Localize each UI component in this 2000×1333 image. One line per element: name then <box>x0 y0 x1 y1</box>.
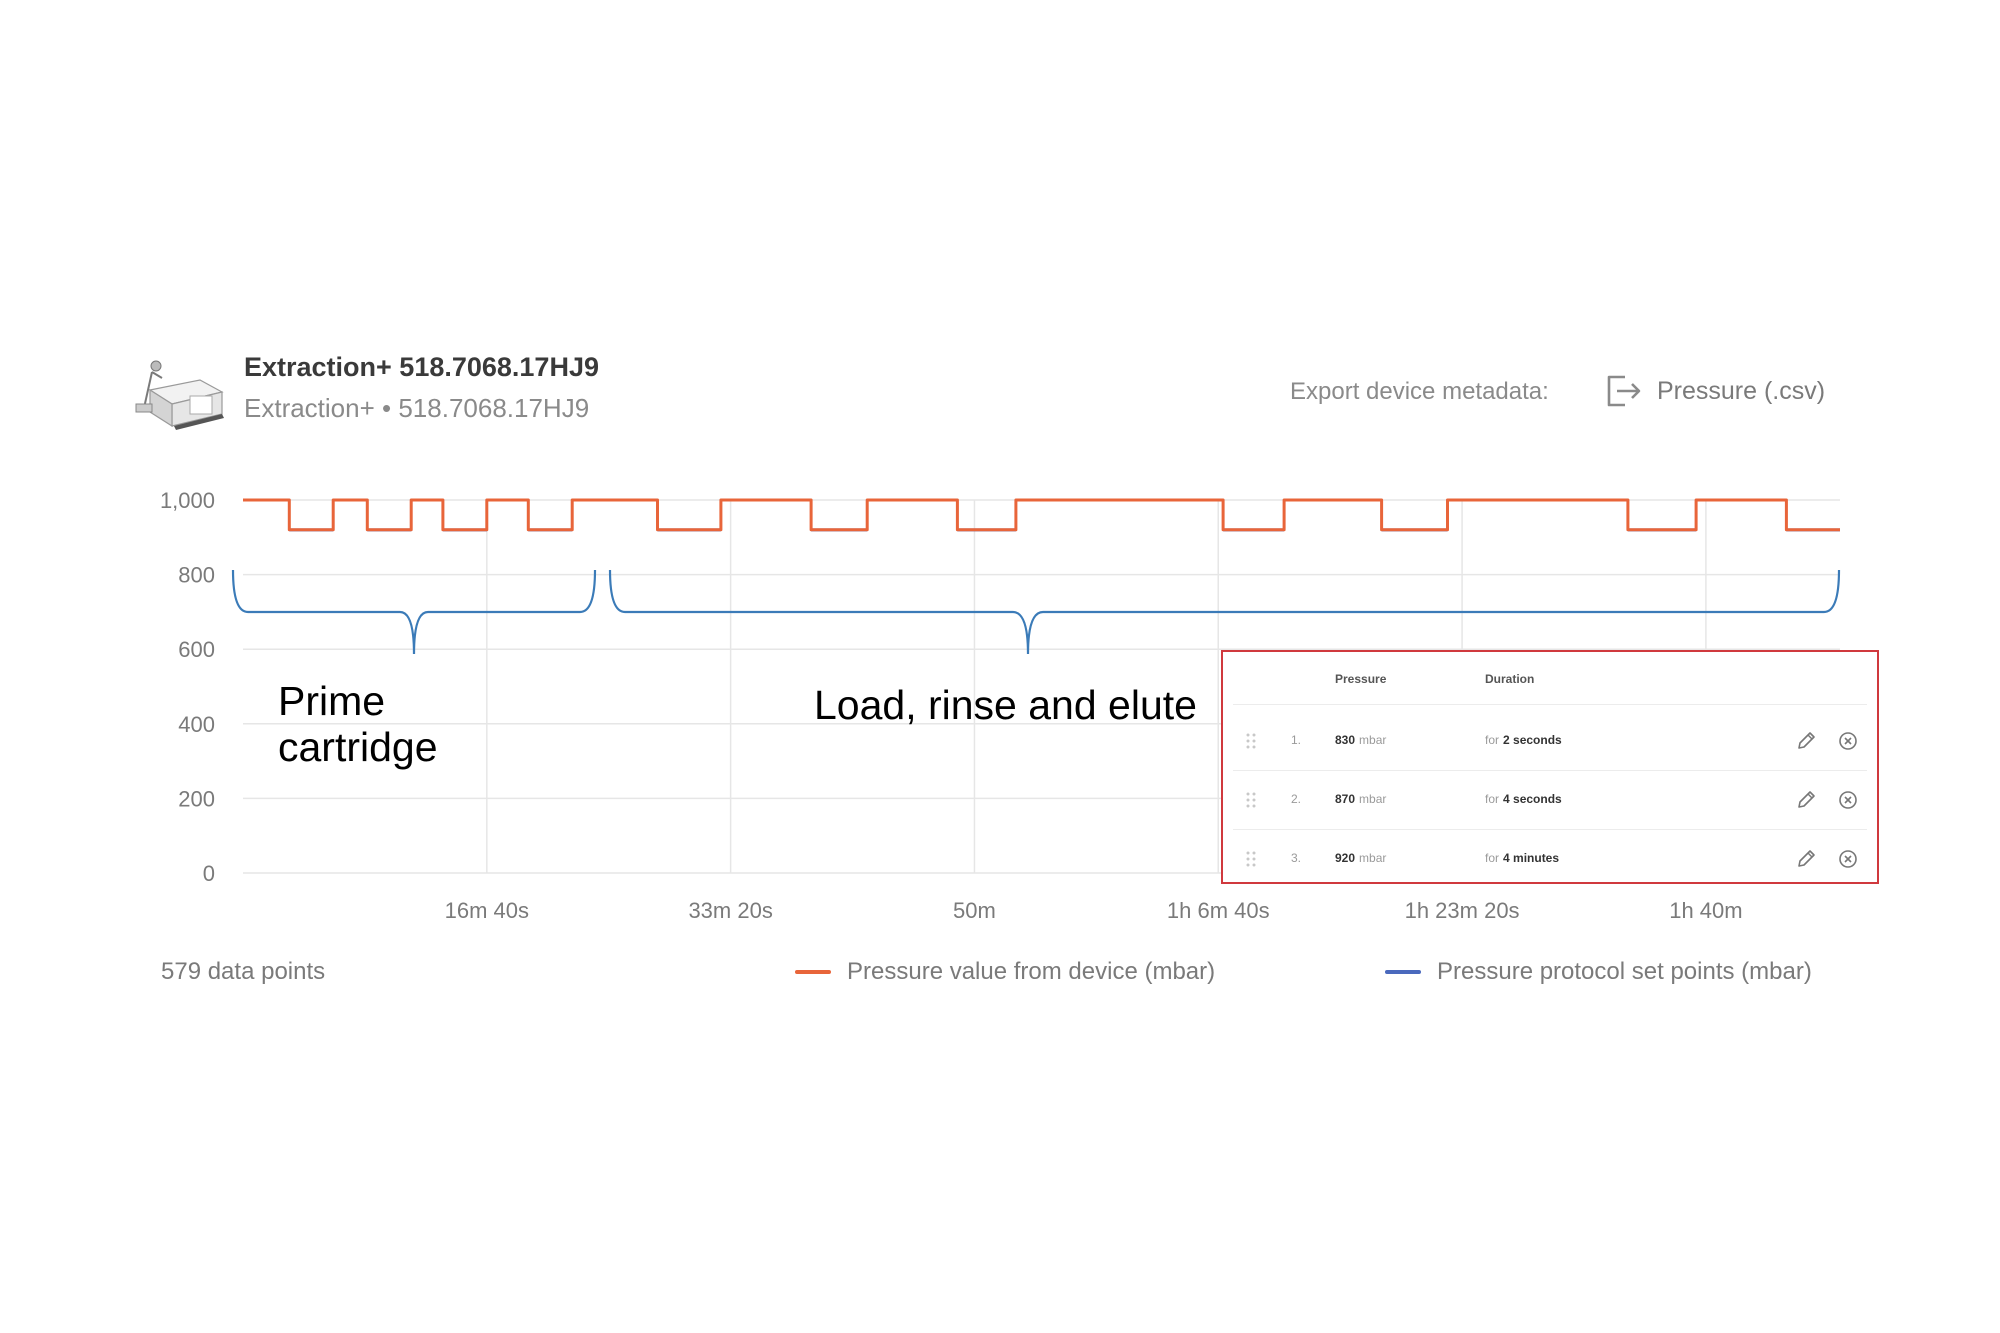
row-index: 3. <box>1291 851 1302 865</box>
panel-divider <box>1233 770 1867 771</box>
pressure-value: 830 <box>1335 733 1356 747</box>
row-index: 2. <box>1291 792 1302 806</box>
edit-icon[interactable] <box>1795 848 1817 870</box>
row-duration: for 4 seconds <box>1485 792 1562 806</box>
x-tick-label: 1h 23m 20s <box>1405 898 1520 923</box>
row-index: 1. <box>1291 733 1302 747</box>
x-tick-label: 33m 20s <box>688 898 772 923</box>
remove-icon[interactable] <box>1837 848 1859 870</box>
x-tick-label: 16m 40s <box>445 898 529 923</box>
pressure-value: 920 <box>1335 851 1356 865</box>
x-tick-label: 50m <box>953 898 996 923</box>
drag-handle-icon[interactable] <box>1245 791 1257 809</box>
load-phase-brace <box>608 569 1841 655</box>
phase-braces <box>231 569 1841 655</box>
duration-prefix: for <box>1485 792 1500 806</box>
drag-handle-icon[interactable] <box>1245 850 1257 868</box>
protocol-row: 2. 870 mbar for 4 seconds <box>1233 771 1867 829</box>
device-pressure-line <box>243 498 1840 532</box>
y-tick-label: 200 <box>178 786 215 811</box>
row-duration: for 4 minutes <box>1485 851 1559 865</box>
export-pressure-csv-button[interactable]: Pressure (.csv) <box>1603 370 1825 412</box>
export-icon <box>1607 375 1641 407</box>
duration-prefix: for <box>1485 733 1500 747</box>
protocol-row: 1. 830 mbar for 2 seconds <box>1233 712 1867 770</box>
pressure-value: 870 <box>1335 792 1356 806</box>
pressure-protocol-panel: Pressure Duration 1. 830 mbar for 2 second… <box>1221 650 1879 884</box>
chart-series <box>243 498 1840 532</box>
legend-device-label: Pressure value from device (mbar) <box>847 958 1216 985</box>
header-pressure: Pressure <box>1335 672 1387 686</box>
y-tick-label: 600 <box>178 637 215 662</box>
legend-protocol-series[interactable]: Pressure protocol set points (mbar) <box>1385 958 1812 986</box>
duration-value: 4 minutes <box>1503 851 1560 865</box>
legend-protocol-swatch <box>1385 970 1421 974</box>
prime-phase-brace <box>231 569 597 655</box>
duration-value: 2 seconds <box>1503 733 1562 747</box>
device-title: Extraction+ 518.7068.17HJ9 <box>244 352 599 382</box>
edit-icon[interactable] <box>1795 789 1817 811</box>
legend-device-series[interactable]: Pressure value from device (mbar) <box>795 958 1215 986</box>
prime-annotation-line1: Prime <box>278 678 386 724</box>
drag-handle-icon[interactable] <box>1245 732 1257 750</box>
pressure-unit: mbar <box>1359 851 1387 865</box>
edit-icon[interactable] <box>1795 730 1817 752</box>
export-button-label: Pressure (.csv) <box>1657 376 1826 405</box>
prime-cartridge-annotation: Prime cartridge <box>278 678 438 770</box>
remove-icon[interactable] <box>1837 730 1859 752</box>
row-duration: for 2 seconds <box>1485 733 1562 747</box>
duration-prefix: for <box>1485 851 1500 865</box>
duration-value: 4 seconds <box>1503 792 1562 806</box>
y-tick-label: 0 <box>203 861 215 886</box>
protocol-row: 3. 920 mbar for 4 minutes <box>1233 830 1867 888</box>
panel-divider <box>1233 829 1867 830</box>
remove-icon[interactable] <box>1837 789 1859 811</box>
export-metadata-label: Export device metadata: <box>1290 378 1549 405</box>
chart-axes: 0 200 400 600 800 1,000 16m 40s 33m 20s 50m 1h 6m… <box>160 488 1743 923</box>
header-duration: Duration <box>1485 672 1535 686</box>
legend-device-swatch <box>795 970 831 974</box>
y-tick-label: 1,000 <box>160 488 215 513</box>
row-pressure: 920 mbar <box>1335 851 1386 865</box>
pressure-unit: mbar <box>1359 792 1387 806</box>
y-tick-label: 800 <box>178 563 215 588</box>
pressure-unit: mbar <box>1359 733 1387 747</box>
load-rinse-elute-annotation: Load, rinse and elute <box>814 682 1197 728</box>
extraction-device-icon <box>135 360 224 430</box>
data-point-count: 579 data points <box>161 958 326 985</box>
prime-annotation-line2: cartridge <box>278 724 438 770</box>
panel-divider <box>1233 704 1867 705</box>
y-tick-label: 400 <box>178 712 215 737</box>
x-tick-label: 1h 40m <box>1669 898 1742 923</box>
legend-protocol-label: Pressure protocol set points (mbar) <box>1437 958 1812 985</box>
x-tick-label: 1h 6m 40s <box>1167 898 1270 923</box>
row-pressure: 870 mbar <box>1335 792 1386 806</box>
device-subtitle: Extraction+ • 518.7068.17HJ9 <box>244 393 590 423</box>
row-pressure: 830 mbar <box>1335 733 1386 747</box>
